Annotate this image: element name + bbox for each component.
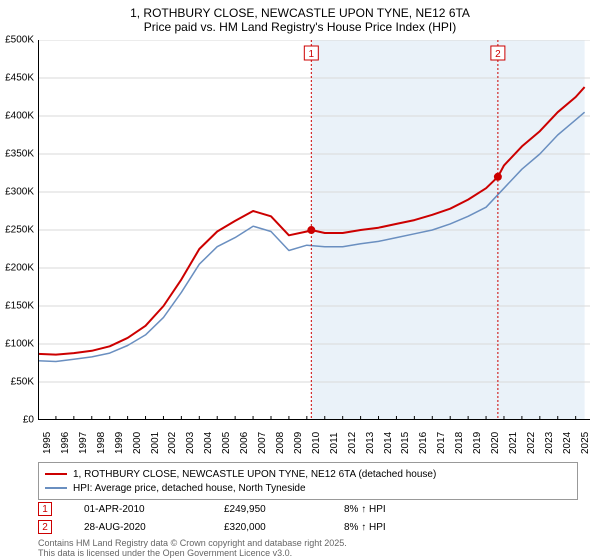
legend-row: HPI: Average price, detached house, Nort…	[45, 481, 571, 495]
legend-label: HPI: Average price, detached house, Nort…	[73, 483, 306, 494]
x-tick-label: 1999	[114, 432, 125, 454]
x-tick-label: 2001	[150, 432, 161, 454]
x-tick-label: 1996	[60, 432, 71, 454]
chart-plot-area: 12	[38, 40, 590, 420]
y-tick-label: £400K	[5, 111, 34, 122]
legend-row: 1, ROTHBURY CLOSE, NEWCASTLE UPON TYNE, …	[45, 467, 571, 481]
attribution-line-2: This data is licensed under the Open Gov…	[38, 548, 578, 558]
sales-row-marker-box: 1	[38, 502, 52, 516]
sales-table-row: 2 28-AUG-2020£320,0008% ↑ HPI	[38, 518, 578, 536]
y-tick-label: £300K	[5, 187, 34, 198]
attribution-line-1: Contains HM Land Registry data © Crown c…	[38, 538, 578, 548]
y-tick-label: £200K	[5, 263, 34, 274]
y-tick-label: £0	[23, 415, 34, 426]
sales-table-row: 1 01-APR-2010£249,9508% ↑ HPI	[38, 500, 578, 518]
x-tick-label: 2024	[562, 432, 573, 454]
x-tick-label: 2021	[508, 432, 519, 454]
x-tick-label: 2011	[329, 432, 340, 454]
x-tick-label: 1998	[96, 432, 107, 454]
chart-title-block: 1, ROTHBURY CLOSE, NEWCASTLE UPON TYNE, …	[0, 0, 600, 34]
x-tick-label: 2013	[365, 432, 376, 454]
x-tick-label: 2016	[418, 432, 429, 454]
sale-marker-number: 1	[309, 49, 315, 60]
sales-row-pct: 8% ↑ HPI	[344, 522, 464, 533]
x-tick-label: 2007	[257, 432, 268, 454]
title-line-1: 1, ROTHBURY CLOSE, NEWCASTLE UPON TYNE, …	[0, 6, 600, 20]
x-tick-label: 2015	[400, 432, 411, 454]
x-tick-label: 2003	[185, 432, 196, 454]
y-tick-label: £100K	[5, 339, 34, 350]
x-tick-label: 2002	[167, 432, 178, 454]
y-tick-label: £500K	[5, 35, 34, 46]
x-tick-label: 2008	[275, 432, 286, 454]
sale-marker-dot	[494, 173, 502, 181]
sales-row-marker-box: 2	[38, 520, 52, 534]
x-tick-label: 2018	[454, 432, 465, 454]
x-tick-label: 1997	[78, 432, 89, 454]
x-tick-label: 2005	[221, 432, 232, 454]
title-line-2: Price paid vs. HM Land Registry's House …	[0, 20, 600, 34]
x-tick-label: 1995	[42, 432, 53, 454]
sales-row-date: 01-APR-2010	[84, 504, 224, 515]
sales-table: 1 01-APR-2010£249,9508% ↑ HPI 2 28-AUG-2020…	[38, 500, 578, 536]
x-tick-label: 2004	[203, 432, 214, 454]
x-tick-label: 2017	[436, 432, 447, 454]
x-tick-label: 2012	[347, 432, 358, 454]
sales-row-price: £320,000	[224, 522, 344, 533]
x-tick-label: 2022	[526, 432, 537, 454]
x-tick-label: 2014	[383, 432, 394, 454]
x-tick-label: 2020	[490, 432, 501, 454]
legend-box: 1, ROTHBURY CLOSE, NEWCASTLE UPON TYNE, …	[38, 462, 578, 500]
x-tick-label: 2006	[239, 432, 250, 454]
y-tick-label: £250K	[5, 225, 34, 236]
y-tick-label: £350K	[5, 149, 34, 160]
x-tick-label: 2023	[544, 432, 555, 454]
sales-row-date: 28-AUG-2020	[84, 522, 224, 533]
sales-row-price: £249,950	[224, 504, 344, 515]
y-tick-label: £50K	[11, 377, 34, 388]
sale-marker-number: 2	[495, 49, 501, 60]
legend-swatch	[45, 487, 67, 489]
x-tick-label: 2009	[293, 432, 304, 454]
y-axis-labels: £0£50K£100K£150K£200K£250K£300K£350K£400…	[0, 40, 36, 420]
x-tick-label: 2010	[311, 432, 322, 454]
y-tick-label: £150K	[5, 301, 34, 312]
y-tick-label: £450K	[5, 73, 34, 84]
chart-svg: 12	[38, 40, 590, 420]
x-tick-label: 2025	[580, 432, 591, 454]
attribution-text: Contains HM Land Registry data © Crown c…	[38, 538, 578, 559]
sales-row-pct: 8% ↑ HPI	[344, 504, 464, 515]
legend-swatch	[45, 473, 67, 475]
x-tick-label: 2000	[132, 432, 143, 454]
legend-label: 1, ROTHBURY CLOSE, NEWCASTLE UPON TYNE, …	[73, 469, 436, 480]
x-axis-labels: 1995 1996 1997 1998 1999 2000 2001 2002 2003 2004…	[38, 424, 590, 464]
x-tick-label: 2019	[472, 432, 483, 454]
sale-marker-dot	[307, 226, 315, 234]
